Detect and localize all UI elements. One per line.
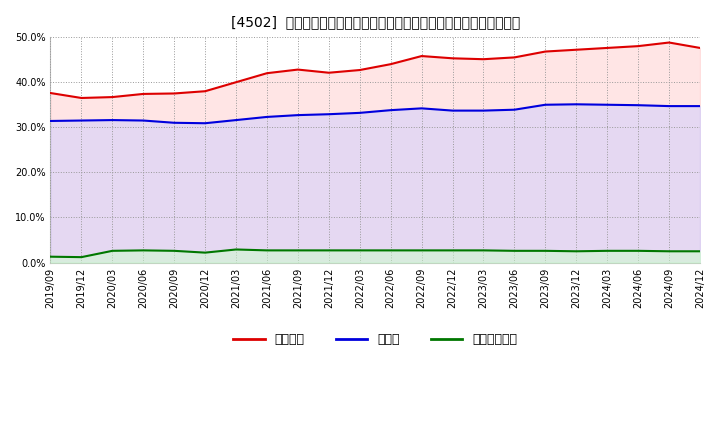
- Legend: 自己資本, のれん, 繰延税金資産: 自己資本, のれん, 繰延税金資産: [228, 328, 522, 351]
- Title: [4502]  自己資本、のれん、繰延税金資産の総資産に対する比率の推移: [4502] 自己資本、のれん、繰延税金資産の総資産に対する比率の推移: [230, 15, 520, 29]
